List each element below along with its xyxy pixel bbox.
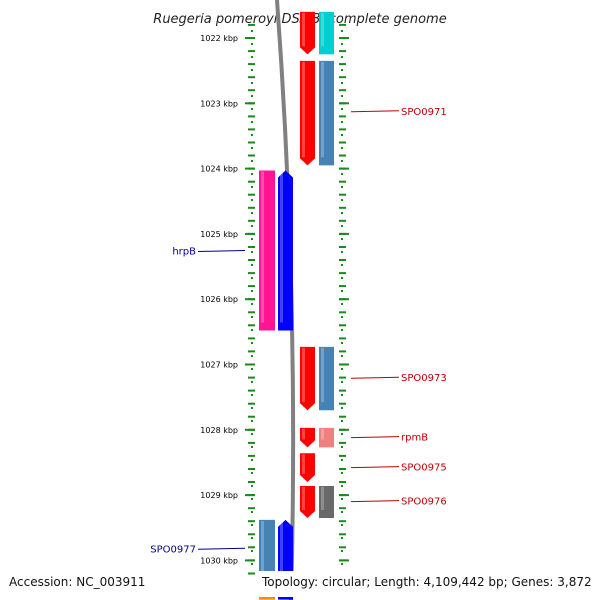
- arrow-highlight: [321, 61, 324, 158]
- forward-cds-arrow: [319, 427, 334, 448]
- tick-label: 1029 kbp: [200, 491, 238, 500]
- arrow-highlight: [302, 454, 305, 475]
- arrow-highlight: [302, 12, 305, 47]
- reverse-cds-arrow: [278, 170, 293, 331]
- tick-label: 1030 kbp: [200, 556, 238, 565]
- arrow-highlight: [321, 347, 324, 403]
- label-leader: [197, 547, 246, 550]
- gene-label: hrpB: [172, 247, 196, 258]
- label-leader: [197, 250, 246, 253]
- gene-label: SPO0973: [401, 373, 447, 384]
- reverse-gene-arrow: [259, 170, 275, 331]
- forward-gene-arrow: [300, 453, 315, 483]
- forward-gene-arrow: [300, 11, 315, 55]
- arrow-highlight: [321, 12, 324, 47]
- tick-label: 1028 kbp: [200, 426, 238, 435]
- gene-label: SPO0975: [401, 463, 447, 474]
- gene-labels: SPO0971 hrpB SPO0973 rpmB SPO0975 SPO0976 SPO0…: [150, 107, 446, 556]
- tick-label: 1027 kbp: [200, 361, 238, 370]
- forward-cds-arrow: [319, 60, 334, 166]
- forward-cds-arrow: [319, 346, 334, 411]
- tick-label: 1026 kbp: [200, 295, 238, 304]
- tick-label: 1022 kbp: [200, 34, 238, 43]
- label-leader: [350, 110, 400, 113]
- arrow-highlight: [302, 486, 305, 510]
- arrow-highlight: [280, 171, 283, 323]
- footer: Accession: NC_003911 Topology: circular;…: [9, 571, 594, 597]
- gene-label: rpmB: [401, 433, 428, 444]
- arrow-highlight: [261, 171, 264, 323]
- arrow-highlight: [321, 428, 324, 440]
- forward-cds-arrow: [319, 11, 334, 55]
- topology-text: Topology: circular; Length: 4,109,442 bp…: [261, 575, 592, 589]
- arrow-highlight: [261, 520, 264, 592]
- forward-gene-arrow: [300, 485, 315, 518]
- gene-label: SPO0976: [401, 497, 447, 508]
- gene-label: SPO0977: [150, 544, 196, 555]
- arrow-highlight: [321, 486, 324, 510]
- topology-backdrop: [258, 571, 594, 597]
- label-leader: [350, 500, 400, 503]
- feature-tracks: [259, 11, 334, 600]
- forward-gene-arrow: [300, 60, 315, 166]
- forward-gene-arrow: [300, 427, 315, 448]
- arrow-highlight: [280, 520, 283, 592]
- scale-ticks: 1022 kbp 1023 kbp 1024 kbp 1025 kbp 1026 kbp…: [200, 34, 349, 565]
- gene-label: SPO0971: [401, 107, 447, 118]
- forward-gene-arrow: [300, 346, 315, 411]
- tick-label: 1025 kbp: [200, 230, 238, 239]
- label-leader: [350, 436, 400, 439]
- accession-text: Accession: NC_003911: [9, 575, 145, 589]
- label-leader: [350, 376, 400, 379]
- forward-cds-arrow: [319, 485, 334, 518]
- label-leader: [350, 466, 400, 469]
- arrow-highlight: [302, 61, 305, 158]
- tick-label: 1024 kbp: [200, 165, 238, 174]
- arrow-highlight: [302, 347, 305, 403]
- tick-label: 1023 kbp: [200, 99, 238, 108]
- arrow-highlight: [302, 428, 305, 440]
